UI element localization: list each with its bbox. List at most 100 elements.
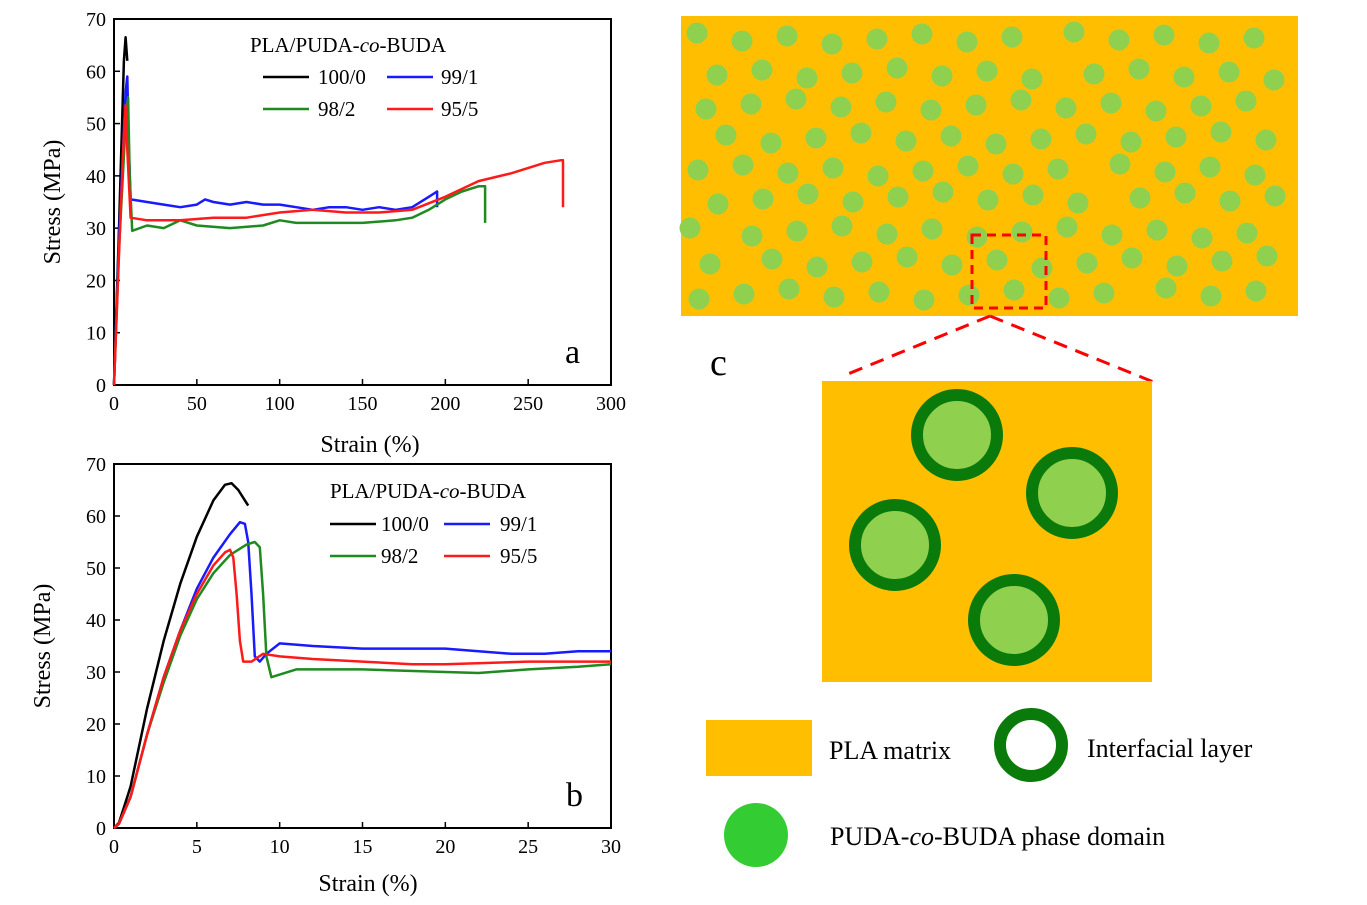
panel-b-ytick-label: 0 — [96, 818, 106, 840]
phase-domain-dot — [842, 191, 864, 213]
panel-a-ytick-label: 70 — [86, 9, 106, 31]
legend-domain-label: PUDA-co-BUDA phase domain — [830, 822, 1165, 851]
phase-domain-dot — [760, 132, 782, 154]
panel-b-series — [113, 481, 612, 829]
panel-b-xtick-label: 10 — [270, 836, 290, 858]
phase-domain-dot — [1003, 279, 1025, 301]
panel-a-chart: 0 50 100 150 200 250 300 0 10 20 30 40 50 60 70 Stress… — [40, 9, 626, 458]
phase-domain-dot — [732, 154, 754, 176]
legend-domain-swatch — [724, 803, 788, 867]
panel-a-ytick-label: 30 — [86, 218, 106, 240]
phase-domain-dot — [1048, 287, 1070, 309]
phase-domain-dot — [931, 65, 953, 87]
phase-domain-dot — [1255, 129, 1277, 151]
phase-domain-dot — [1236, 222, 1258, 244]
phase-domain-dot — [1155, 277, 1177, 299]
phase-domain-dot — [1063, 21, 1085, 43]
phase-domain-dot — [786, 220, 808, 242]
panel-b-xtick-label: 25 — [518, 836, 538, 858]
phase-domain-dot — [1075, 123, 1097, 145]
phase-domain-dot — [886, 57, 908, 79]
panel-a-xtick-label: 100 — [265, 393, 295, 415]
phase-domain-dot — [695, 98, 717, 120]
phase-domain-dot — [868, 281, 890, 303]
phase-domain-dot — [687, 159, 709, 181]
phase-domain-dot — [1047, 158, 1069, 180]
panel-a-xtick-label: 250 — [513, 393, 543, 415]
phase-domain-dot — [733, 283, 755, 305]
phase-domain-dot — [957, 155, 979, 177]
panel-a-ytick-label: 0 — [96, 375, 106, 397]
phase-domain-dot — [1174, 182, 1196, 204]
phase-domain-dot — [1101, 224, 1123, 246]
panel-b-ticks: 0 5 10 15 20 25 30 0 10 20 30 40 50 60 70 — [86, 454, 621, 858]
phase-domain-dot — [706, 64, 728, 86]
phase-domain-dot — [1190, 95, 1212, 117]
panel-a-series — [112, 36, 565, 386]
phase-domain-dot — [806, 256, 828, 278]
phase-domain-dot — [1067, 192, 1089, 214]
phase-domain-dot — [1235, 90, 1257, 112]
phase-domain-dot — [895, 130, 917, 152]
panel-a-ytick-label: 40 — [86, 166, 106, 188]
panel-b-ytick-label: 30 — [86, 662, 106, 684]
panel-b-legend-title: PLA/PUDA-co-BUDA — [330, 479, 527, 503]
legend-b-label-98-2: 98/2 — [381, 544, 418, 568]
panel-b-ylabel: Stress (MPa) — [30, 584, 56, 709]
panel-a-xtick-label: 150 — [348, 393, 378, 415]
phase-domain-dot — [1030, 128, 1052, 150]
panel-b-series-98-2 — [113, 540, 612, 829]
phase-domain-dot — [761, 248, 783, 270]
panel-b-chart: 0 5 10 15 20 25 30 0 10 20 30 40 50 60 70 Stress (MPa)… — [30, 454, 621, 897]
panel-a-series-95-5 — [112, 104, 565, 386]
zoom-highlight-box — [970, 233, 1048, 310]
zoom-line-left — [842, 314, 991, 378]
phase-domain-dot — [731, 30, 753, 52]
phase-domain-dot — [1210, 121, 1232, 143]
panel-b-label: b — [566, 777, 583, 814]
phase-domain-dot — [1218, 61, 1240, 83]
phase-domain-dot — [1128, 58, 1150, 80]
panel-b-xtick-label: 15 — [353, 836, 373, 858]
zoom-domain-4 — [968, 574, 1060, 666]
panel-a-ylabel: Stress (MPa) — [40, 140, 66, 265]
phase-domain-dot — [1021, 68, 1043, 90]
zoom-domain-3 — [849, 499, 941, 591]
panel-a-ytick-label: 50 — [86, 114, 106, 136]
phase-domain-dot — [830, 96, 852, 118]
panel-b-series-100-0 — [113, 481, 250, 829]
panel-b-ytick-label: 10 — [86, 766, 106, 788]
panel-a-series-99-1 — [112, 75, 439, 386]
phase-domain-dot — [1165, 126, 1187, 148]
phase-domain-dot — [1244, 164, 1266, 186]
panel-b-legend: PLA/PUDA-co-BUDA 100/0 99/1 98/2 95/5 — [330, 479, 537, 568]
panel-a-series-98-2 — [112, 96, 487, 386]
phase-domain-dot — [911, 23, 933, 45]
zoom-domain-4-circle — [968, 574, 1060, 666]
phase-domain-dot — [896, 246, 918, 268]
legend-interfacial-swatch — [994, 708, 1068, 782]
phase-domain-dot — [1010, 89, 1032, 111]
legend-b-label-95-5: 95/5 — [500, 544, 537, 568]
phase-domain-dot — [1199, 156, 1221, 178]
phase-domain-dot — [875, 91, 897, 113]
panel-c-diagram: c PLA matrix Interfacial layer PUDA-co-B… — [679, 16, 1298, 867]
phase-domain-dot — [1121, 247, 1143, 269]
phase-domain-dot — [1093, 282, 1115, 304]
panel-b-xtick-label: 30 — [601, 836, 621, 858]
phase-domain-dot — [1191, 227, 1213, 249]
panel-b-xlabel: Strain (%) — [318, 871, 417, 897]
phase-domain-dot — [977, 189, 999, 211]
phase-domain-dot — [876, 223, 898, 245]
phase-domain-dot — [707, 193, 729, 215]
phase-domain-dot — [699, 253, 721, 275]
phase-domain-dot — [976, 60, 998, 82]
panel-a-ticks: 0 50 100 150 200 250 300 0 10 20 30 40 50 60 70 — [86, 9, 626, 415]
phase-domain-dot — [1166, 255, 1188, 277]
phase-domain-dot — [777, 162, 799, 184]
legend-b-label-99-1: 99/1 — [500, 512, 537, 536]
phase-domain-dot — [688, 288, 710, 310]
phase-domain-dot — [1076, 252, 1098, 274]
phase-domain-dot — [1100, 92, 1122, 114]
panel-a-xlabel: Strain (%) — [320, 432, 419, 458]
